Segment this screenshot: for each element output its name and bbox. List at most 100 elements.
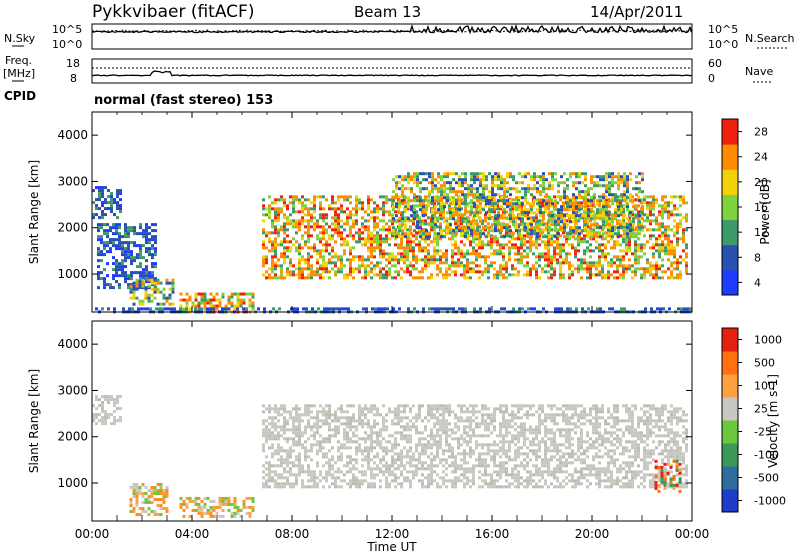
data-cell (343, 464, 346, 468)
data-cell (218, 514, 222, 518)
data-cell (440, 193, 443, 197)
data-cell (376, 234, 379, 238)
data-cell (343, 222, 346, 226)
data-cell (106, 241, 109, 245)
data-cell (481, 273, 484, 277)
data-cell (577, 210, 580, 214)
data-cell (560, 226, 563, 230)
data-cell (129, 287, 133, 291)
data-cell (503, 202, 506, 206)
data-cell (382, 210, 385, 214)
data-cell (464, 172, 467, 176)
data-cell (430, 261, 433, 265)
data-cell (521, 202, 524, 206)
data-cell (310, 470, 313, 474)
data-cell (141, 495, 145, 499)
data-cell (649, 270, 652, 274)
data-cell (491, 181, 494, 185)
data-cell (437, 208, 440, 212)
data-cell (162, 492, 166, 496)
data-cell (385, 479, 388, 483)
data-cell (101, 401, 104, 405)
data-cell (286, 482, 289, 486)
data-cell (521, 181, 524, 185)
data-cell (550, 273, 553, 277)
data-cell (358, 237, 361, 241)
data-cell (412, 452, 415, 456)
data-cell (503, 214, 506, 218)
data-cell (349, 467, 352, 471)
data-cell (392, 229, 395, 233)
data-cell (439, 267, 442, 271)
data-cell (388, 252, 391, 256)
data-cell (385, 273, 388, 277)
data-cell (478, 243, 481, 247)
data-cell (394, 228, 397, 232)
data-cell (409, 458, 412, 462)
data-cell (130, 262, 133, 266)
data-cell (613, 228, 616, 232)
data-cell (482, 208, 485, 212)
data-cell (415, 243, 418, 247)
data-cell (494, 202, 497, 206)
data-cell (367, 455, 370, 459)
data-cell (436, 249, 439, 253)
data-cell (271, 479, 274, 483)
data-cell (292, 416, 295, 420)
data-cell (559, 198, 562, 202)
data-cell (460, 255, 463, 259)
data-cell (382, 228, 385, 232)
data-cell (221, 514, 225, 518)
data-cell (479, 229, 482, 233)
data-cell (673, 252, 676, 256)
data-cell (436, 264, 439, 268)
data-cell (616, 222, 619, 226)
data-cell (530, 223, 533, 227)
data-cell (461, 307, 464, 311)
data-cell (295, 434, 298, 438)
data-cell (412, 455, 415, 459)
data-cell (98, 195, 101, 199)
data-cell (554, 205, 557, 209)
data-cell (524, 226, 527, 230)
data-cell (652, 207, 655, 211)
data-cell (514, 267, 517, 271)
data-cell (274, 216, 277, 220)
data-cell (419, 199, 422, 203)
data-cell (132, 483, 136, 487)
data-cell (301, 201, 304, 205)
data-cell (445, 252, 448, 256)
data-cell (361, 225, 364, 229)
data-cell (391, 422, 394, 426)
data-cell (328, 440, 331, 444)
data-cell (592, 249, 595, 253)
data-cell (127, 283, 130, 287)
data-cell (538, 252, 541, 256)
data-cell (418, 276, 421, 280)
data-cell (310, 485, 313, 489)
data-cell (530, 232, 533, 236)
data-cell (129, 504, 133, 508)
data-cell (520, 252, 523, 256)
data-cell (559, 264, 562, 268)
data-cell (316, 464, 319, 468)
data-cell (626, 196, 629, 200)
data-cell (586, 267, 589, 271)
data-cell (577, 240, 580, 244)
data-cell (391, 219, 394, 223)
data-cell (283, 476, 286, 480)
data-cell (307, 485, 310, 489)
data-cell (337, 255, 340, 259)
data-cell (145, 241, 148, 245)
data-cell (367, 425, 370, 429)
data-cell (575, 175, 578, 179)
data-cell (512, 187, 515, 191)
data-cell (629, 226, 632, 230)
data-cell (614, 181, 617, 185)
data-cell (274, 428, 277, 432)
data-cell (523, 243, 526, 247)
data-cell (349, 440, 352, 444)
data-cell (95, 213, 98, 217)
data-cell (409, 249, 412, 253)
data-cell (509, 214, 512, 218)
